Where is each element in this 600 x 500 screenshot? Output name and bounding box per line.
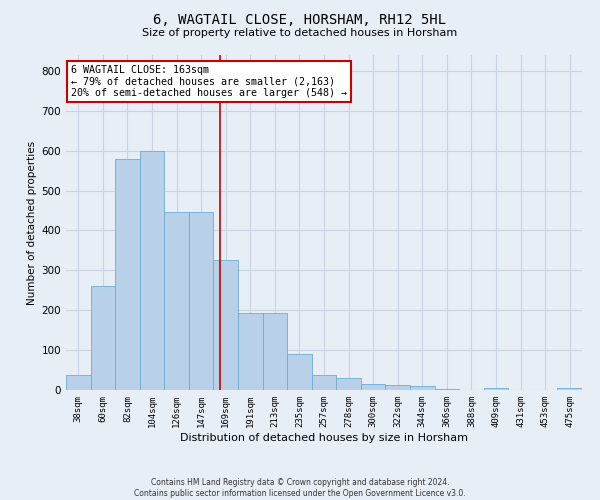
Text: Contains HM Land Registry data © Crown copyright and database right 2024.
Contai: Contains HM Land Registry data © Crown c… <box>134 478 466 498</box>
Bar <box>312 375 336 390</box>
Bar <box>287 354 312 390</box>
Text: 6, WAGTAIL CLOSE, HORSHAM, RH12 5HL: 6, WAGTAIL CLOSE, HORSHAM, RH12 5HL <box>154 12 446 26</box>
Text: 6 WAGTAIL CLOSE: 163sqm
← 79% of detached houses are smaller (2,163)
20% of semi: 6 WAGTAIL CLOSE: 163sqm ← 79% of detache… <box>71 65 347 98</box>
Bar <box>238 314 263 390</box>
Bar <box>385 385 410 390</box>
Bar <box>434 389 459 390</box>
Bar <box>484 388 508 390</box>
Bar <box>115 158 140 390</box>
Bar <box>214 260 238 390</box>
Bar <box>66 375 91 390</box>
Y-axis label: Number of detached properties: Number of detached properties <box>28 140 37 304</box>
Bar <box>189 212 214 390</box>
Bar <box>336 378 361 390</box>
Bar <box>91 286 115 390</box>
Bar <box>361 384 385 390</box>
Bar <box>263 314 287 390</box>
Bar <box>140 150 164 390</box>
Bar <box>164 212 189 390</box>
X-axis label: Distribution of detached houses by size in Horsham: Distribution of detached houses by size … <box>180 432 468 442</box>
Bar <box>410 386 434 390</box>
Text: Size of property relative to detached houses in Horsham: Size of property relative to detached ho… <box>142 28 458 38</box>
Bar <box>557 388 582 390</box>
